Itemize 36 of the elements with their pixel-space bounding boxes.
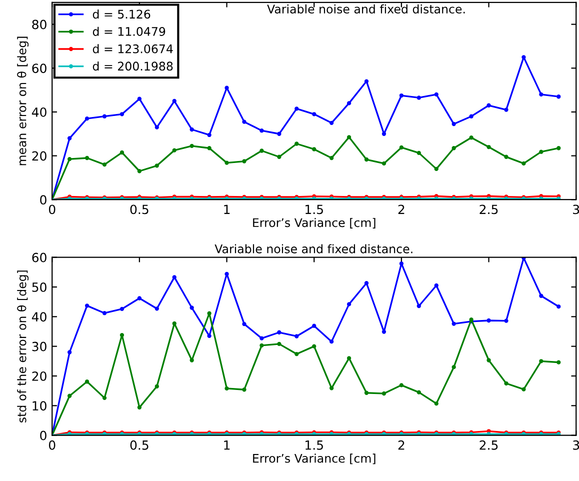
y-tick-label: 40	[32, 107, 46, 117]
y-tick-label: 30	[32, 342, 46, 352]
y-tick-label: 50	[32, 282, 46, 292]
x-tick-label: 0.5	[130, 440, 148, 450]
legend-label: d = 200.1988	[92, 61, 173, 71]
x-axis-title: Error’s Variance [cm]	[253, 454, 376, 464]
x-tick-label: 2.5	[480, 440, 498, 450]
y-tick-label: 20	[32, 151, 46, 161]
y-tick-label: 60	[32, 252, 46, 262]
legend-label: d = 5.126	[92, 9, 150, 19]
y-axis-title: mean error on θ [deg]	[17, 36, 29, 166]
x-axis-title: Error’s Variance [cm]	[253, 218, 376, 228]
x-tick-label: 1	[224, 204, 230, 214]
y-tick-label: 40	[32, 312, 46, 322]
legend-label: d = 123.0674	[92, 44, 173, 54]
y-tick-label: 0	[40, 195, 46, 205]
x-tick-label: 0.5	[130, 204, 148, 214]
y-tick-label: 10	[32, 401, 46, 411]
legend-label: d = 11.0479	[92, 26, 166, 36]
x-tick-label: 2	[398, 204, 404, 214]
chart-title: Variable noise and fixed distance.	[214, 244, 412, 254]
x-tick-label: 1.5	[306, 440, 323, 450]
x-tick-label: 2	[398, 440, 404, 450]
y-tick-label: 80	[32, 20, 46, 30]
y-axis-title: std of the error on θ [deg]	[17, 270, 29, 422]
chart-title: Variable noise and fixed distance.	[267, 4, 465, 14]
x-tick-label: 1	[224, 440, 230, 450]
x-tick-label: 3	[573, 204, 579, 214]
x-tick-label: 1.5	[306, 204, 323, 214]
x-tick-label: 0	[48, 204, 56, 214]
x-tick-label: 0	[48, 440, 56, 450]
x-tick-label: 3	[573, 440, 579, 450]
y-tick-label: 60	[32, 64, 46, 74]
x-tick-label: 2.5	[480, 204, 498, 214]
y-tick-label: 0	[40, 430, 46, 440]
y-tick-label: 20	[32, 371, 46, 381]
